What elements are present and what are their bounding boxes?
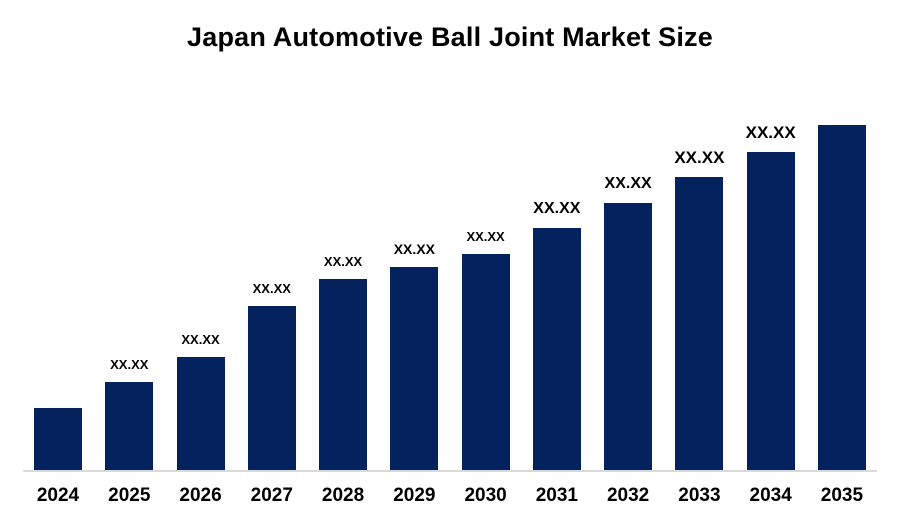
x-axis-label-2024: 2024 [36, 485, 80, 506]
x-axis-label-2035: 2035 [820, 485, 864, 506]
bar-cell-2030: XX.XX [461, 229, 510, 470]
chart-title: Japan Automotive Ball Joint Market Size [187, 22, 713, 52]
bar-cell-2033: XX.XX [674, 148, 725, 470]
bar-cell-2025: XX.XX [105, 357, 154, 470]
bar-2035 [817, 125, 866, 470]
x-axis-label-2034: 2034 [749, 485, 792, 506]
x-axis-label-2031: 2031 [535, 485, 578, 506]
bar-2034 [746, 152, 795, 470]
bar-value-label-2031: XX.XX [533, 200, 581, 217]
x-axis-label-2029: 2029 [393, 485, 436, 506]
x-axis-label-2027: 2027 [250, 485, 293, 506]
bar-cell-2034: XX.XX [745, 123, 796, 470]
bar-value-label-2025: XX.XX [110, 357, 149, 372]
bar-cell-2031: XX.XX [532, 200, 581, 470]
bar-2025 [105, 382, 154, 470]
bar-cell-2029: XX.XX [390, 241, 439, 470]
x-axis-label-2032: 2032 [606, 485, 650, 506]
bar-2028 [319, 279, 368, 470]
bar-2032 [604, 203, 653, 470]
x-axis-line [23, 470, 877, 472]
x-axis-label-2026: 2026 [179, 485, 222, 506]
bar-value-label-2028: XX.XX [323, 254, 363, 269]
bar-cell-2028: XX.XX [319, 254, 368, 470]
bar-2026 [176, 357, 225, 470]
bar-value-label-2033: XX.XX [674, 148, 725, 167]
bar-2027 [247, 306, 296, 470]
bar-value-label-2032: XX.XX [604, 175, 652, 192]
x-axis-label-2025: 2025 [108, 485, 151, 506]
bar-cell-2032: XX.XX [604, 175, 653, 470]
bar-value-label-2034: XX.XX [745, 123, 796, 142]
bar-cell-2027: XX.XX [247, 281, 296, 470]
plot-area: XX.XX XX.XX XX.XX XX.XX XX.XX XX.XX XX.XX XX.XX… [34, 124, 866, 470]
bar-value-label-2030: XX.XX [466, 229, 505, 244]
bar-value-label-2026: XX.XX [181, 332, 220, 347]
bar-cell-2026: XX.XX [176, 332, 225, 470]
bar-2024 [34, 408, 82, 470]
bar-value-label-2029: XX.XX [393, 241, 435, 257]
bar-2030 [461, 254, 510, 470]
bar-2029 [390, 267, 439, 470]
x-axis-label-2033: 2033 [678, 485, 721, 506]
bar-2033 [675, 177, 724, 470]
bar-2031 [532, 228, 581, 470]
x-axis-labels: 2024 2025 2026 2027 2028 2029 2030 2031 2032 2033… [34, 485, 866, 507]
x-axis-label-2030: 2030 [464, 485, 507, 506]
x-axis-label-2028: 2028 [321, 485, 365, 506]
bar-cell-2035 [817, 125, 866, 470]
bar-cell-2024 [34, 408, 82, 470]
bar-value-label-2027: XX.XX [252, 281, 291, 296]
